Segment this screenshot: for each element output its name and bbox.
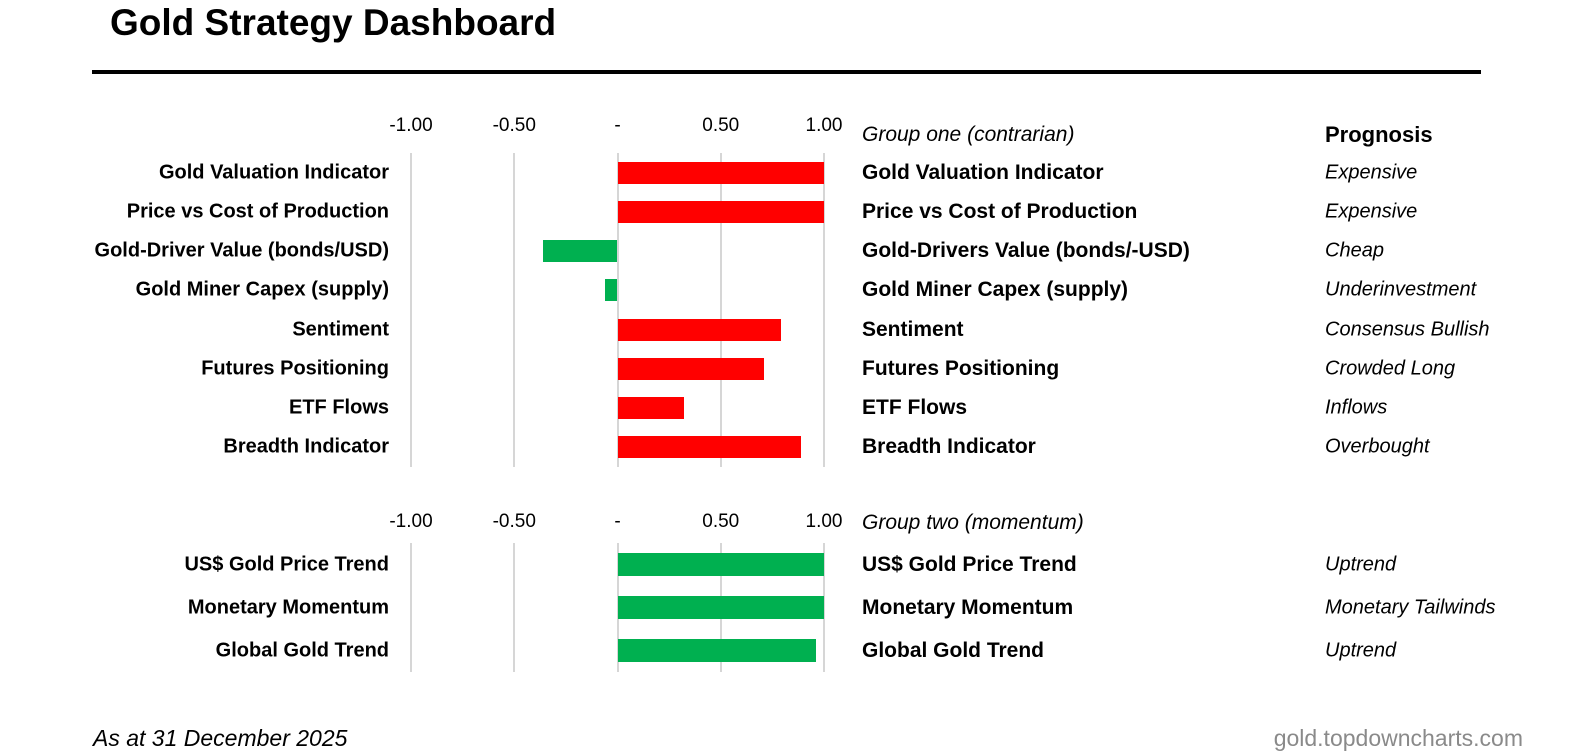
prognosis-value: Underinvestment bbox=[1325, 278, 1477, 301]
category-label: Gold-Driver Value (bonds/USD) bbox=[94, 239, 389, 262]
bar-price-vs-cost-of-production bbox=[617, 200, 824, 223]
indicator-name: ETF Flows bbox=[862, 396, 967, 420]
axis-tick-label: -1.00 bbox=[389, 511, 433, 532]
prognosis-header: Prognosis bbox=[1325, 122, 1433, 147]
prognosis-value: Uptrend bbox=[1325, 639, 1397, 661]
bar-gold-valuation-indicator bbox=[617, 161, 824, 184]
indicator-name: Sentiment bbox=[862, 317, 964, 341]
axis-tick-label: - bbox=[614, 115, 621, 136]
bar-us-gold-price-trend bbox=[617, 553, 824, 576]
prognosis-value: Expensive bbox=[1325, 200, 1418, 223]
gridline bbox=[823, 153, 825, 467]
category-label: Monetary Momentum bbox=[187, 596, 389, 618]
indicator-name: Gold-Drivers Value (bonds/-USD) bbox=[862, 239, 1190, 263]
prognosis-value: Inflows bbox=[1325, 396, 1388, 419]
indicator-name: Gold Valuation Indicator bbox=[862, 160, 1104, 184]
gridline bbox=[719, 153, 722, 467]
prognosis-value: Overbought bbox=[1325, 435, 1430, 458]
prognosis-value: Consensus Bullish bbox=[1325, 318, 1490, 341]
indicator-name: US$ Gold Price Trend bbox=[862, 552, 1077, 576]
page-title: Gold Strategy Dashboard bbox=[110, 2, 557, 43]
website-credit: gold.topdowncharts.com bbox=[1273, 725, 1523, 751]
axis-tick-label: 1.00 bbox=[805, 511, 843, 532]
gridline bbox=[513, 153, 516, 467]
indicator-name: Futures Positioning bbox=[862, 356, 1060, 380]
group-header: Group two (momentum) bbox=[862, 511, 1084, 534]
gridline bbox=[410, 153, 412, 467]
as-at-date: As at 31 December 2025 bbox=[93, 725, 348, 751]
group-header: Group one (contrarian) bbox=[862, 123, 1075, 146]
bar-global-gold-trend bbox=[617, 639, 816, 662]
axis-tick-label: -0.50 bbox=[492, 115, 536, 136]
bar-sentiment bbox=[617, 318, 781, 341]
axis-tick-label: -0.50 bbox=[492, 511, 536, 532]
indicator-name: Breadth Indicator bbox=[862, 435, 1036, 459]
prognosis-value: Uptrend bbox=[1325, 553, 1397, 575]
category-label: Price vs Cost of Production bbox=[126, 200, 389, 223]
indicator-name: Price vs Cost of Production bbox=[862, 199, 1138, 223]
category-label: ETF Flows bbox=[289, 396, 389, 419]
category-label: Gold Valuation Indicator bbox=[158, 161, 389, 184]
category-label: US$ Gold Price Trend bbox=[184, 553, 389, 575]
category-label: Breadth Indicator bbox=[223, 435, 389, 458]
indicator-name: Monetary Momentum bbox=[862, 595, 1074, 619]
gridline bbox=[616, 153, 619, 467]
plot-area bbox=[398, 153, 838, 467]
axis-tick-label: 1.00 bbox=[805, 115, 843, 136]
prognosis-value: Cheap bbox=[1325, 239, 1384, 262]
indicator-name: Global Gold Trend bbox=[862, 638, 1045, 662]
plot-area bbox=[398, 543, 838, 672]
prognosis-value: Crowded Long bbox=[1325, 357, 1456, 380]
title-underline bbox=[92, 70, 1481, 74]
category-label: Global Gold Trend bbox=[215, 639, 389, 661]
bar-gold-driver-value-bonds-usd- bbox=[543, 240, 618, 263]
gridline bbox=[410, 543, 412, 672]
axis-tick-label: -1.00 bbox=[389, 115, 433, 136]
gridline bbox=[823, 543, 825, 672]
indicator-name: Gold Miner Capex (supply) bbox=[862, 278, 1129, 302]
bar-etf-flows bbox=[617, 397, 684, 420]
bar-breadth-indicator bbox=[617, 436, 802, 459]
axis-tick-label: 0.50 bbox=[702, 115, 740, 136]
category-label: Futures Positioning bbox=[201, 357, 389, 380]
gridline bbox=[513, 543, 516, 672]
prognosis-value: Expensive bbox=[1325, 161, 1418, 184]
category-label: Gold Miner Capex (supply) bbox=[135, 278, 389, 301]
axis-tick-label: - bbox=[614, 511, 621, 532]
category-label: Sentiment bbox=[292, 318, 389, 341]
bar-monetary-momentum bbox=[617, 596, 824, 619]
prognosis-value: Monetary Tailwinds bbox=[1325, 596, 1496, 618]
axis-tick-label: 0.50 bbox=[702, 511, 740, 532]
bar-gold-miner-capex-supply- bbox=[605, 279, 618, 302]
bar-futures-positioning bbox=[617, 357, 765, 380]
